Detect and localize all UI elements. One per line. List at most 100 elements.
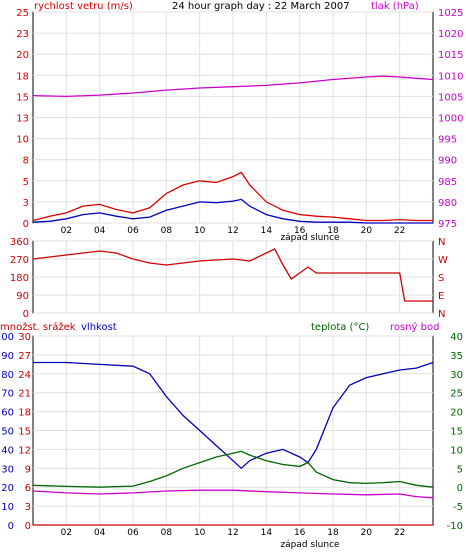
direction-tick-label: 0 (23, 309, 29, 320)
wind-tick-label: 23 (16, 29, 29, 40)
temperature-axis-title: teplota (°C) (311, 322, 369, 333)
direction-tick-label: 360 (10, 237, 29, 248)
compass-tick-label: W (438, 255, 448, 266)
temperature-tick-label: -5 (453, 502, 463, 513)
pressure-tick-label: 1020 (438, 29, 463, 40)
pressure-tick-label: 1010 (438, 71, 463, 82)
rain-tick-label: 3 (25, 502, 31, 513)
pressure-tick-label: 980 (438, 198, 457, 209)
panel3-x-tick-label: 08 (161, 528, 173, 538)
pressure-tick-label: 985 (438, 177, 457, 188)
panel3-x-tick-label: 14 (261, 528, 273, 538)
panel1-x-tick-label: 10 (194, 226, 206, 236)
panel1-x-tick-label: 20 (361, 226, 373, 236)
panel1-grid (32, 11, 434, 224)
chart-title: 24 hour graph day : 22 March 2007 (172, 1, 350, 12)
wind-direction-line (32, 248, 433, 302)
compass-tick-label: N (438, 309, 445, 320)
panel1-x-tick-label: 12 (227, 226, 238, 236)
panel1-x-tick-label: 06 (127, 226, 139, 236)
rain-tick-label: 0 (25, 521, 31, 532)
pressure-axis-title: tlak (hPa) (371, 1, 419, 12)
rain-tick-label: 18 (18, 408, 31, 419)
panel3-x-tick-label: 04 (94, 528, 106, 538)
dewpoint-line (32, 489, 434, 499)
rain-tick-label: 27 (18, 351, 31, 362)
panel1-x-tick-label: 16 (294, 226, 306, 236)
wind-tick-label: 25 (16, 8, 29, 19)
pressure-line (32, 75, 434, 98)
direction-tick-label: 180 (10, 273, 29, 284)
temperature-tick-label: 10 (450, 445, 463, 456)
panel3-x-tick-label: 06 (127, 528, 139, 538)
wind-tick-label: 13 (16, 114, 29, 125)
panel1-x-tick-label: 04 (94, 226, 106, 236)
rain-tick-label: 6 (25, 483, 31, 494)
wind-tick-label: 0 (23, 219, 29, 230)
rain-tick-label: 12 (18, 445, 31, 456)
pressure-tick-label: 975 (438, 219, 457, 230)
pressure-tick-label: 1005 (438, 92, 463, 103)
direction-tick-label: 270 (10, 255, 29, 266)
compass-tick-label: S (438, 273, 444, 284)
panel3-x-tick-label: 02 (61, 528, 72, 538)
panel1-x-tick-label: 08 (161, 226, 173, 236)
panel3-x-tick-label: 18 (327, 528, 339, 538)
temperature-tick-label: 15 (450, 427, 463, 438)
wind-tick-label: 15 (16, 92, 29, 103)
humidity-tick-label: 70 (1, 389, 14, 400)
wind-avg-line (32, 198, 433, 224)
direction-tick-label: 90 (16, 291, 29, 302)
wind-tick-label: 10 (16, 135, 29, 146)
compass-tick-label: E (438, 291, 444, 302)
pressure-tick-label: 1015 (438, 50, 463, 61)
pressure-tick-label: 1025 (438, 8, 463, 19)
rain-tick-label: 15 (18, 427, 31, 438)
humidity-tick-label: 80 (1, 370, 14, 381)
humidity-axis-title: vlhkost (81, 322, 117, 333)
wind-axis-title: rychlost vetru (m/s) (34, 1, 133, 12)
panel3-x-tick-label: 12 (227, 528, 238, 538)
temperature-tick-label: 35 (450, 351, 463, 362)
rain-axis-title: množst. srážek (0, 321, 76, 333)
panel1-x-tick-label: 22 (394, 226, 405, 236)
humidity-line (33, 361, 434, 470)
temperature-tick-label: 25 (450, 389, 463, 400)
pressure-tick-label: 995 (438, 135, 457, 146)
temperature-line (32, 450, 434, 488)
panel3-x-tick-label: 22 (394, 528, 405, 538)
humidity-tick-label: 60 (1, 408, 14, 419)
panel1-x-tick-label: 18 (327, 226, 339, 236)
wind-tick-label: 20 (16, 50, 29, 61)
panel1-x-tick-label: 14 (261, 226, 273, 236)
wind-tick-label: 5 (23, 177, 29, 188)
temperature-tick-label: 0 (457, 483, 463, 494)
rain-tick-label: 9 (25, 464, 31, 475)
humidity-tick-label: 50 (1, 427, 14, 438)
humidity-tick-label: 30 (1, 464, 14, 475)
panel3-x-tick-label: 20 (361, 528, 373, 538)
panel1-x-tick-label: 02 (61, 226, 72, 236)
compass-tick-label: N (438, 237, 445, 248)
humidity-tick-label: 100 (0, 332, 14, 343)
pressure-tick-label: 990 (438, 156, 457, 167)
dewpoint-axis-title: rosný bod (390, 321, 439, 333)
panel3-x-tick-label: 10 (194, 528, 206, 538)
temperature-tick-label: -10 (447, 521, 463, 532)
rain-tick-label: 30 (18, 332, 31, 343)
sunset-label-panel1: západ slunce (280, 233, 340, 243)
humidity-tick-label: 0 (8, 521, 14, 532)
rain-tick-label: 21 (18, 389, 31, 400)
pressure-tick-label: 1000 (438, 114, 463, 125)
wind-tick-label: 18 (16, 71, 29, 82)
series-layer (32, 75, 434, 526)
temperature-tick-label: 30 (450, 370, 463, 381)
humidity-tick-label: 20 (1, 483, 14, 494)
temperature-tick-label: 40 (450, 332, 463, 343)
humidity-tick-label: 90 (1, 351, 14, 362)
wind-tick-label: 8 (23, 156, 29, 167)
wind-tick-label: 3 (23, 198, 29, 209)
rain-tick-label: 24 (18, 370, 31, 381)
